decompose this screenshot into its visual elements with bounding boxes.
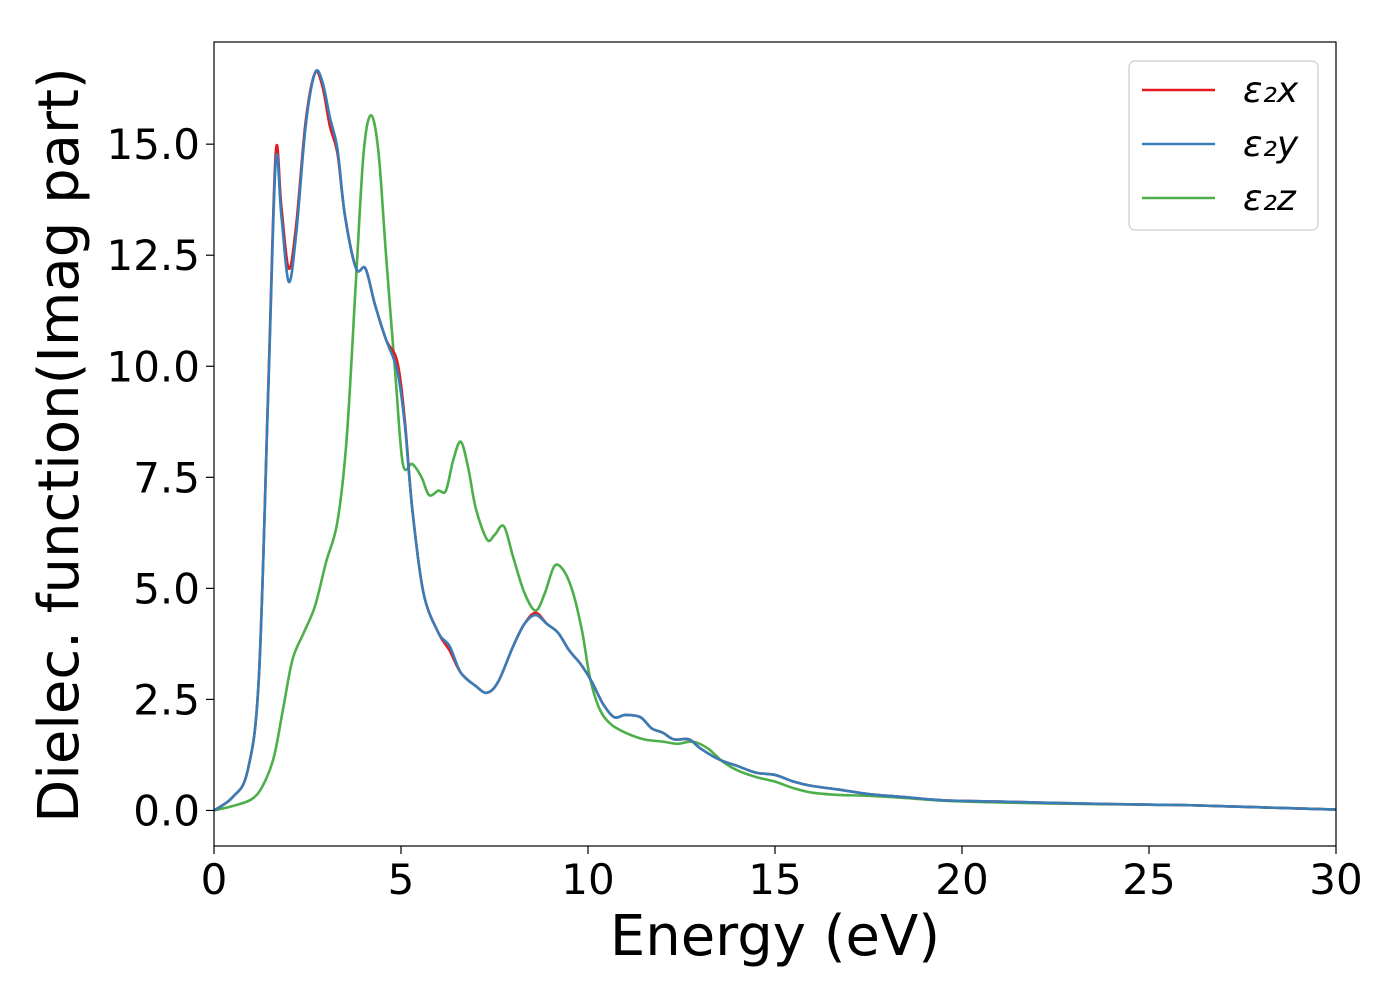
- legend-label: ε₂x: [1243, 70, 1299, 111]
- legend: ε₂x ε₂y ε₂z: [1128, 60, 1319, 231]
- x-tick-label: 30: [1309, 855, 1362, 904]
- series-line-2: [213, 113, 1337, 812]
- y-tick-label: 5.0: [133, 564, 200, 613]
- y-tick-label: 12.5: [106, 231, 200, 280]
- legend-box: [1128, 60, 1319, 231]
- y-axis-title: Dielec. function(Imag part): [27, 67, 92, 823]
- y-tick-label: 10.0: [106, 342, 200, 391]
- y-tick-label: 15.0: [106, 120, 200, 169]
- x-tick-label: 5: [388, 855, 415, 904]
- legend-label: ε₂z: [1243, 178, 1297, 219]
- series-line-1: [213, 69, 1337, 812]
- tick-layer: 0 5 10 15 20 25 30 0.0 2.5 5.0 7.5 10.0 12.5 15.0: [106, 120, 1362, 904]
- plot-frame: [213, 41, 1337, 847]
- y-tick-label: 2.5: [133, 675, 200, 724]
- x-tick-label: 0: [201, 855, 228, 904]
- y-tick-label: 7.5: [133, 453, 200, 502]
- series-layer: [213, 69, 1337, 812]
- legend-label: ε₂y: [1243, 124, 1299, 165]
- y-tick-label: 0.0: [133, 786, 200, 835]
- x-tick-label: 15: [748, 855, 801, 904]
- x-tick-label: 20: [935, 855, 988, 904]
- x-tick-label: 25: [1122, 855, 1175, 904]
- x-tick-label: 10: [561, 855, 614, 904]
- x-axis-title: Energy (eV): [610, 904, 940, 969]
